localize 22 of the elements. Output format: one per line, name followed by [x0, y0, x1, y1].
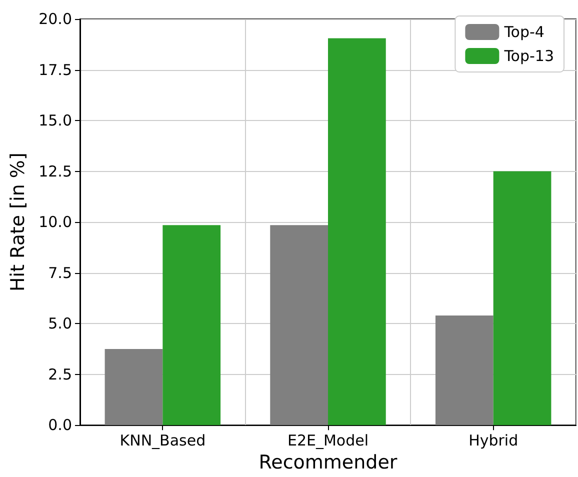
bar [162, 225, 221, 426]
y-tick-label: 17.5 [38, 60, 72, 79]
bar [270, 225, 328, 426]
x-axis-title: Recommender [258, 452, 398, 474]
x-tick-label: Hybrid [468, 432, 518, 450]
y-tick-label: 10.0 [38, 213, 72, 232]
y-tick-label: 20.0 [38, 10, 72, 28]
y-tick-label: 7.5 [48, 264, 72, 282]
bar [104, 348, 163, 426]
y-tick-label: 5.0 [48, 314, 72, 333]
x-tick-label: E2E_Model [287, 432, 369, 450]
y-tick-label: 2.5 [48, 365, 72, 384]
x-tick-label: KNN_Based [120, 432, 206, 450]
y-axis-title: Hit Rate [in %] [7, 152, 30, 292]
y-tick-label: 12.5 [38, 162, 72, 180]
bar [435, 315, 494, 426]
y-tick-label: 15.0 [38, 112, 72, 130]
y-tick-label: 0.0 [48, 416, 72, 434]
bar [328, 38, 386, 426]
bar [493, 171, 552, 426]
legend-label: Top-4 [503, 23, 544, 41]
legend-label: Top-13 [503, 47, 554, 65]
